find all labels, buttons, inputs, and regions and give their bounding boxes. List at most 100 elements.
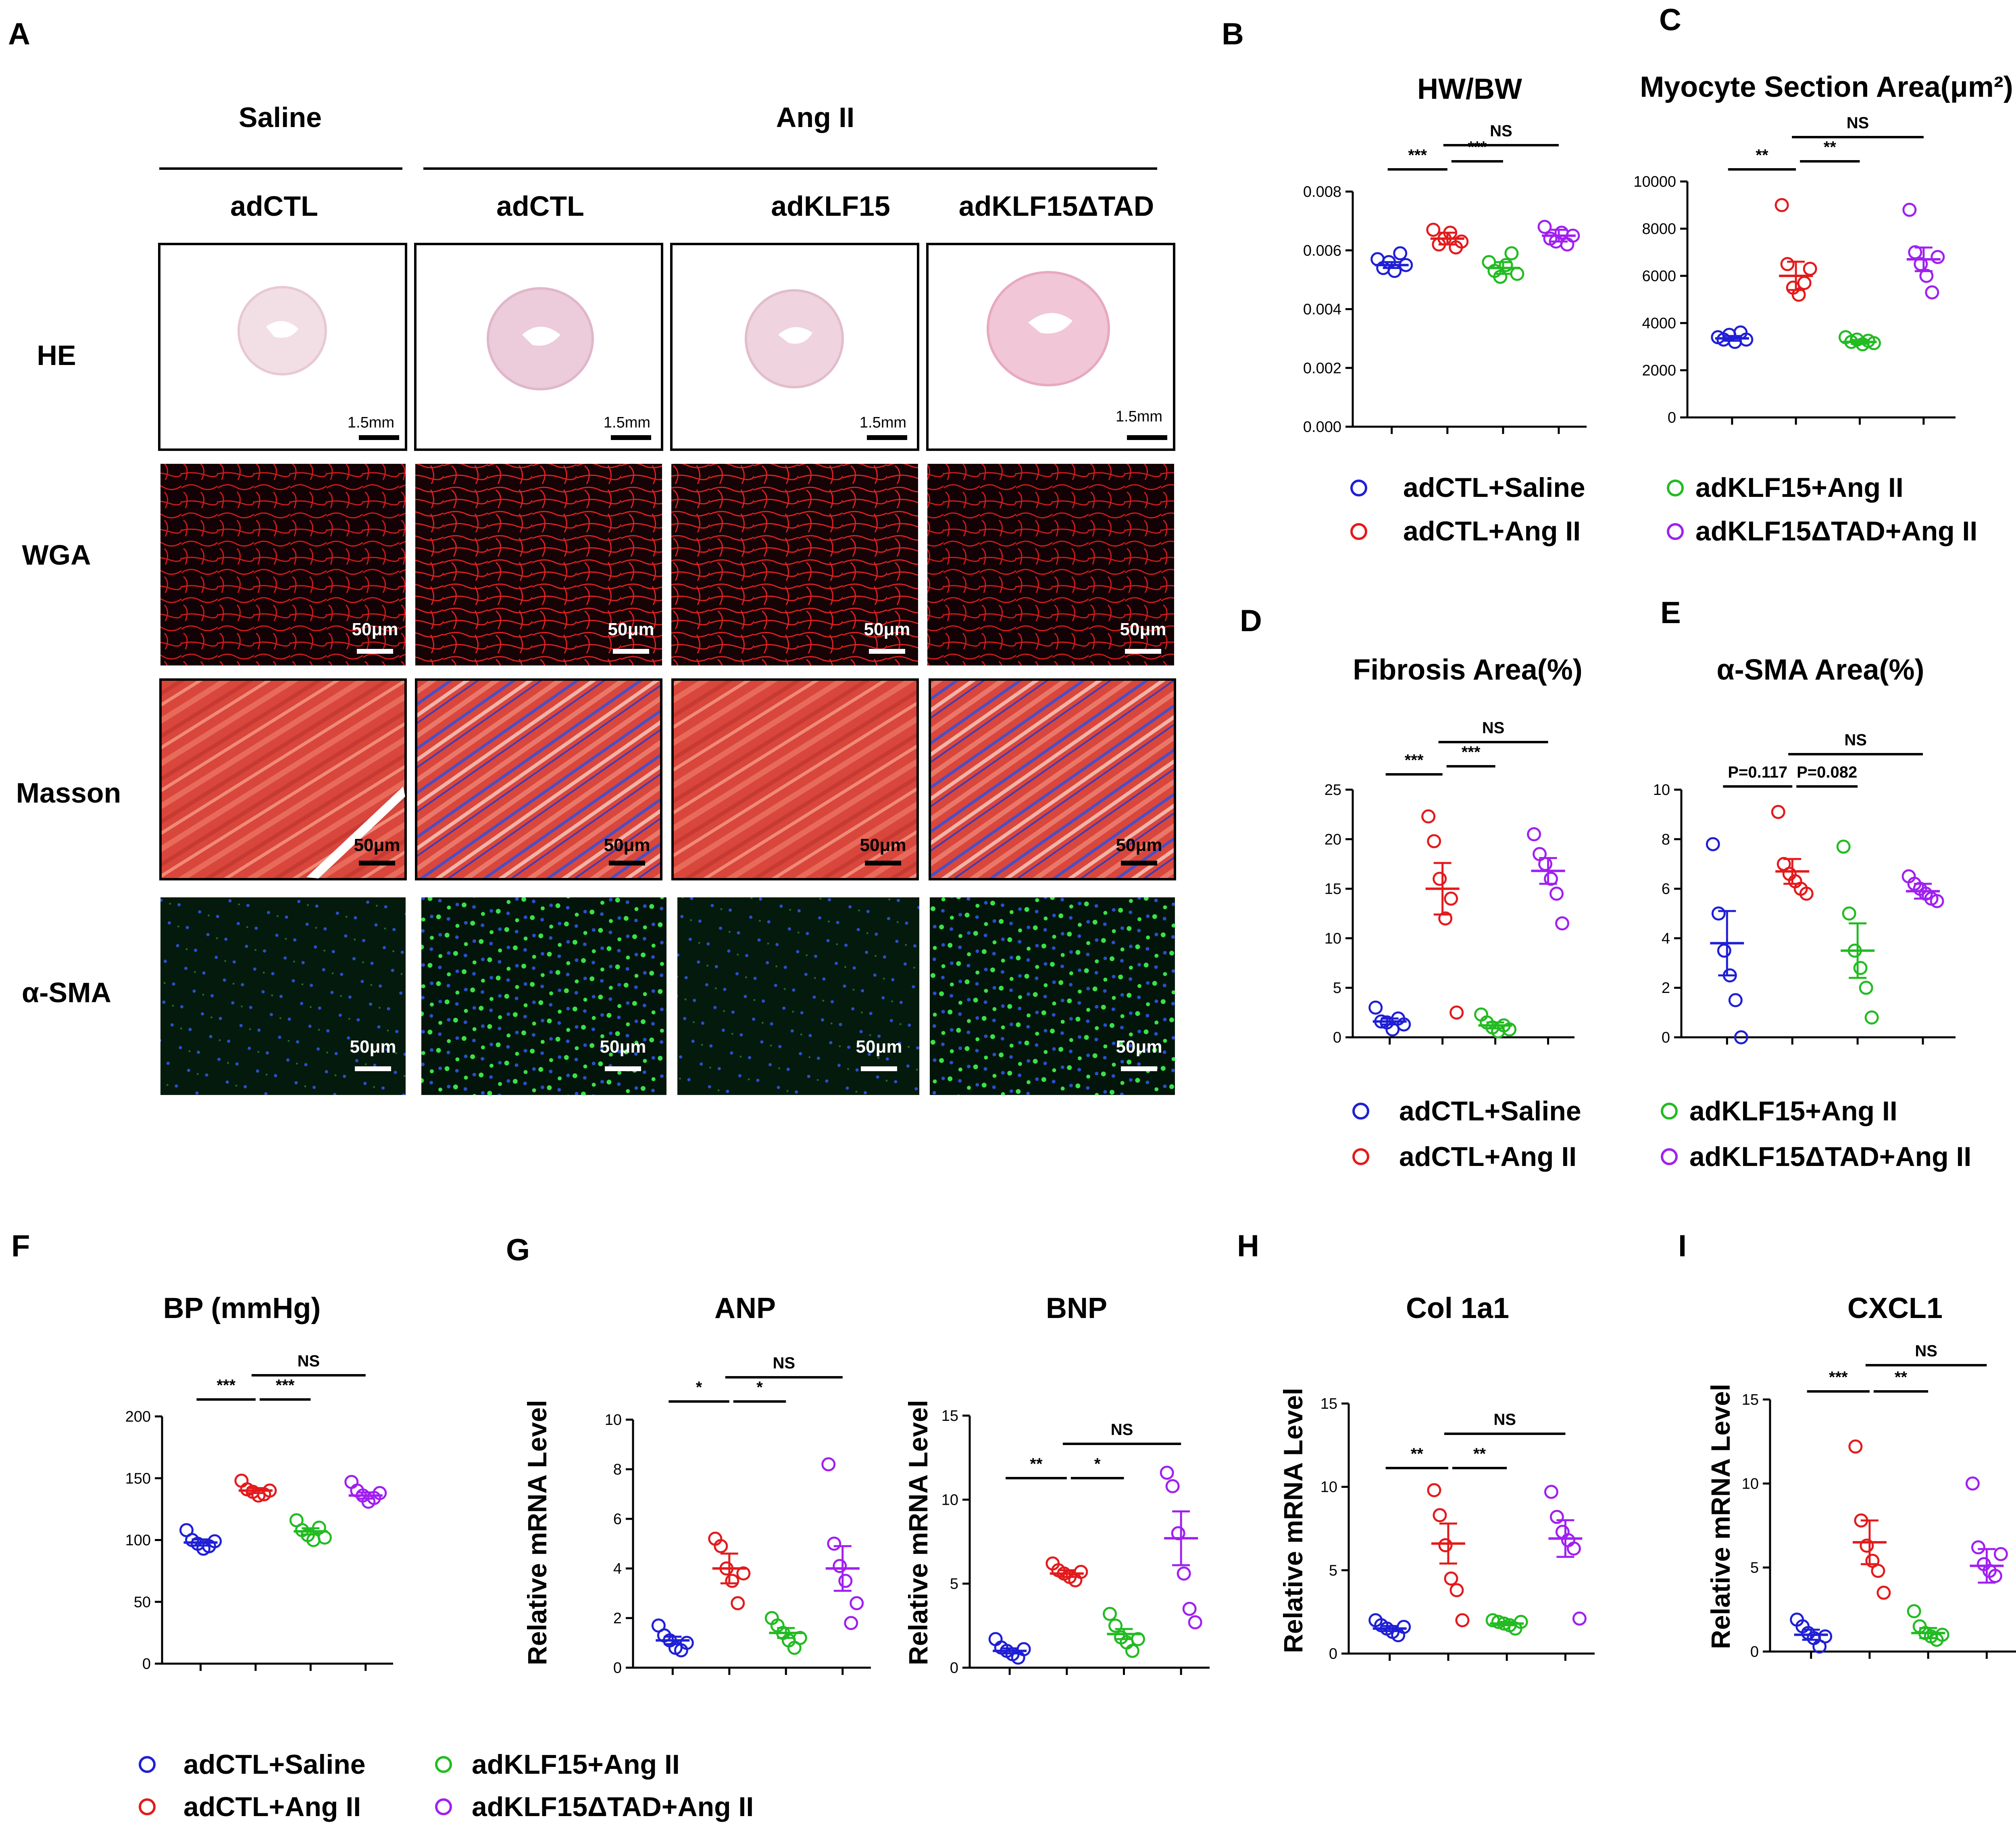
wga-image-4 bbox=[927, 464, 1174, 665]
point-e-1-0 bbox=[1771, 805, 1785, 819]
y-tick-label-e-5: 10 bbox=[1653, 782, 1670, 799]
masson-image-4 bbox=[929, 678, 1176, 880]
y-tick-label-c-1: 2000 bbox=[1642, 362, 1676, 379]
legend-bottom: adCTL+Saline adKLF15+Ang II adCTL+Ang II… bbox=[139, 1749, 754, 1822]
point-i-1-5 bbox=[1876, 1585, 1891, 1600]
point-e-1-5 bbox=[1799, 886, 1814, 901]
panel-label-f: F bbox=[11, 1229, 30, 1263]
panel-label-g: G bbox=[506, 1233, 530, 1267]
point-b-1-0 bbox=[1426, 223, 1441, 237]
y-axis-label-i: Relative mRNA Level bbox=[1706, 1384, 1735, 1649]
wga-image-2 bbox=[415, 464, 662, 665]
point-c-3-3 bbox=[1919, 269, 1934, 283]
y-axis-label-h: Relative mRNA Level bbox=[1278, 1388, 1308, 1653]
sig-label-b-0: *** bbox=[1408, 146, 1427, 164]
sma-scale-label-1: 50μm bbox=[350, 1037, 396, 1057]
masson-image-1 bbox=[159, 678, 407, 880]
sig-label-g2-1: * bbox=[1094, 1455, 1101, 1473]
point-b-0-4 bbox=[1393, 246, 1408, 261]
point-i-3-5 bbox=[1993, 1547, 2008, 1561]
point-d-1-4 bbox=[1444, 891, 1458, 906]
he-lumen-1 bbox=[266, 321, 298, 338]
sig-label-h-0: ** bbox=[1411, 1445, 1424, 1463]
point-g1-1-1 bbox=[714, 1539, 728, 1554]
point-h-1-0 bbox=[1427, 1483, 1441, 1497]
he-scale-label-1: 1.5mm bbox=[348, 414, 394, 431]
sma-image-2 bbox=[421, 897, 666, 1095]
point-e-2-1 bbox=[1842, 906, 1856, 921]
point-d-1-3 bbox=[1438, 911, 1453, 926]
y-tick-label-d-3: 15 bbox=[1325, 881, 1341, 898]
legend-label-saline-2: adCTL+Saline bbox=[1399, 1096, 1581, 1126]
panel-label-a: A bbox=[8, 17, 30, 51]
plot-title-i: CXCL1 bbox=[1847, 1292, 1943, 1324]
sma-scale-label-3: 50μm bbox=[856, 1037, 902, 1057]
point-e-0-5 bbox=[1734, 1030, 1748, 1045]
plot-c: Myocyte Section Area(μm²) 0 2000 4000 6000 80… bbox=[1633, 71, 2013, 426]
masson-scale-label-2: 50μm bbox=[604, 835, 650, 855]
sig-label-e-1: P=0.082 bbox=[1797, 763, 1857, 781]
y-tick-label-e-1: 2 bbox=[1662, 980, 1670, 997]
legend-label-dtad-2: adKLF15ΔTAD+Ang II bbox=[1689, 1141, 1971, 1172]
point-d-3-5 bbox=[1555, 916, 1570, 931]
sig-label-d-1: *** bbox=[1462, 743, 1481, 761]
point-h-1-2 bbox=[1438, 1538, 1453, 1552]
point-h-3-4 bbox=[1566, 1541, 1581, 1556]
point-h-1-4 bbox=[1450, 1583, 1464, 1598]
sma-image-4 bbox=[930, 897, 1175, 1095]
legend-label-dtad: adKLF15ΔTAD+Ang II bbox=[1695, 516, 1977, 546]
legend-marker-saline-2 bbox=[1352, 1103, 1369, 1120]
point-d-3-3 bbox=[1544, 872, 1558, 886]
masson-image-3 bbox=[671, 678, 919, 880]
point-f-3-0 bbox=[344, 1474, 359, 1489]
plot-title-g1: ANP bbox=[714, 1292, 776, 1324]
sig-label-e-2: NS bbox=[1844, 731, 1867, 749]
y-tick-label-i-3: 15 bbox=[1742, 1391, 1759, 1408]
legend-label-adklf15-3: adKLF15+Ang II bbox=[472, 1749, 680, 1780]
sma-image-3 bbox=[677, 897, 919, 1095]
y-tick-label-d-1: 5 bbox=[1333, 980, 1341, 997]
point-c-3-2 bbox=[1914, 257, 1928, 271]
he-lumen-4 bbox=[1028, 313, 1073, 334]
legend-marker-angii-2 bbox=[1352, 1148, 1369, 1165]
sig-label-g2-2: NS bbox=[1111, 1421, 1133, 1439]
column-label-adctl-angii: adCTL bbox=[496, 190, 584, 222]
he-scale-label-3: 1.5mm bbox=[860, 414, 906, 431]
point-e-2-4 bbox=[1859, 980, 1873, 995]
y-tick-label-b-2: 0.004 bbox=[1303, 301, 1341, 318]
micrograph-panel: Saline Ang II adCTL adCTL adKLF15 adKLF1… bbox=[16, 102, 1176, 1095]
plot-title-e: α-SMA Area(%) bbox=[1717, 654, 1924, 686]
legend-label-adklf15: adKLF15+Ang II bbox=[1695, 472, 1904, 503]
plot-e: α-SMA Area(%) 0 2 4 6 8 10 P=0.117 P=0.082 NS bbox=[1653, 654, 1956, 1046]
plot-g1: ANP Relative mRNA Level 0 2 4 6 8 10 * * NS bbox=[522, 1292, 871, 1677]
point-b-0-3 bbox=[1387, 264, 1402, 278]
point-c-3-5 bbox=[1931, 250, 1945, 264]
sig-label-c-0: ** bbox=[1756, 146, 1768, 164]
y-tick-label-e-3: 6 bbox=[1662, 881, 1670, 898]
y-tick-label-g2-2: 10 bbox=[941, 1491, 958, 1508]
point-g1-3-1 bbox=[827, 1537, 841, 1551]
sig-label-i-0: *** bbox=[1829, 1368, 1848, 1386]
he-lumen-2 bbox=[522, 327, 560, 346]
sig-label-g1-1: * bbox=[756, 1379, 763, 1396]
he-scale-label-4: 1.5mm bbox=[1116, 408, 1162, 425]
panel-label-i: I bbox=[1678, 1229, 1687, 1263]
y-tick-label-f-4: 200 bbox=[125, 1408, 151, 1425]
point-b-0-0 bbox=[1370, 252, 1385, 267]
plot-h: Col 1a1 Relative mRNA Level 0 5 10 15 ** ** NS bbox=[1278, 1292, 1595, 1662]
legend-label-angii-3: adCTL+Ang II bbox=[183, 1791, 361, 1822]
y-tick-label-d-4: 20 bbox=[1325, 831, 1341, 848]
y-tick-label-e-0: 0 bbox=[1662, 1029, 1670, 1046]
legend-marker-adklf15 bbox=[1667, 480, 1684, 496]
wga-scale-bars: 50μm 50μm 50μm 50μm bbox=[352, 619, 1166, 654]
point-g1-1-3 bbox=[725, 1574, 739, 1588]
point-c-1-5 bbox=[1803, 261, 1817, 276]
y-tick-label-c-5: 10000 bbox=[1633, 173, 1676, 190]
sig-label-b-2: NS bbox=[1490, 122, 1512, 140]
point-d-3-2 bbox=[1538, 857, 1553, 871]
point-c-1-1 bbox=[1780, 257, 1795, 271]
point-g2-2-1 bbox=[1108, 1618, 1123, 1633]
